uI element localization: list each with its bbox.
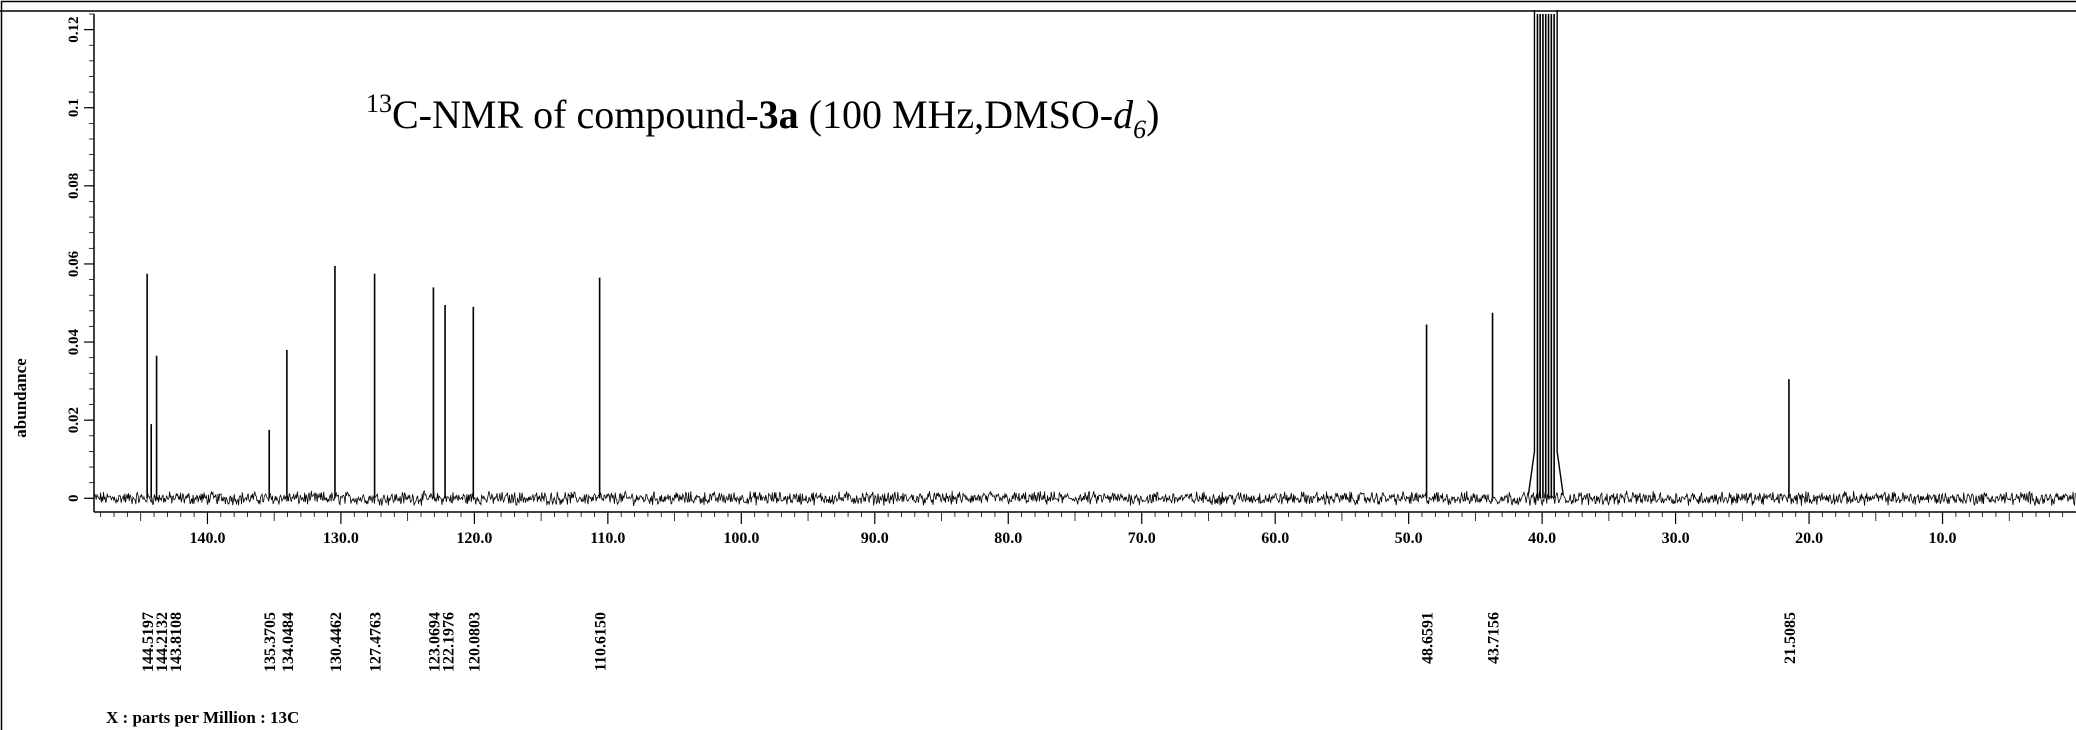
peak-label: 134.0484: [280, 612, 297, 672]
peak-label: 144.2132: [154, 612, 171, 672]
baseline-noise: [93, 490, 2076, 507]
x-tick-label: 90.0: [861, 530, 889, 547]
x-tick-label: 30.0: [1662, 530, 1690, 547]
chart-title: 13C-NMR of compound-3a (100 MHz,DMSO-d6): [366, 89, 1159, 144]
x-tick-label: 60.0: [1261, 530, 1289, 547]
y-tick-label: 0.1: [66, 98, 82, 117]
peak-label: 127.4763: [368, 612, 385, 672]
title-superscript: 13: [366, 89, 392, 118]
title-text-3: ): [1146, 92, 1159, 137]
peak-label: 21.5085: [1782, 612, 1799, 664]
title-compound: 3a: [759, 92, 799, 137]
peak-label: 120.0803: [466, 612, 483, 672]
y-tick-label: 0.12: [66, 16, 82, 42]
y-tick-label: 0.06: [66, 250, 82, 277]
y-tick-label: 0.02: [66, 407, 82, 433]
title-italic: d: [1113, 92, 1134, 137]
x-tick-label: 40.0: [1528, 530, 1556, 547]
x-tick-label: 20.0: [1795, 530, 1823, 547]
x-tick-label: 140.0: [189, 530, 225, 547]
peak-label: 143.8108: [168, 612, 185, 672]
title-text-2: (100 MHz,DMSO-: [799, 92, 1113, 137]
y-tick-label: 0: [66, 495, 82, 503]
peak-label: 110.6150: [593, 612, 610, 671]
peak-label: 48.6591: [1420, 612, 1437, 664]
spectrum-trace: [93, 10, 2076, 507]
peak-label: 122.1976: [440, 612, 457, 672]
x-axis-label: X : parts per Million : 13C: [106, 708, 299, 727]
peak-label: 144.5197: [140, 612, 157, 672]
peak-label: 123.0694: [426, 612, 443, 672]
peak-label: 135.3705: [262, 612, 279, 672]
x-tick-label: 120.0: [456, 530, 492, 547]
x-tick-label: 130.0: [323, 530, 359, 547]
title-subscript: 6: [1133, 115, 1146, 144]
x-tick-label: 10.0: [1929, 530, 1957, 547]
solvent-envelope: [1527, 10, 1564, 495]
x-tick-label: 100.0: [723, 530, 759, 547]
x-tick-label: 50.0: [1395, 530, 1423, 547]
title-text-1: C-NMR of compound-: [392, 92, 759, 137]
y-tick-label: 0.08: [66, 173, 82, 199]
peak-label: 43.7156: [1486, 612, 1503, 664]
x-tick-label: 70.0: [1128, 530, 1156, 547]
x-tick-label: 110.0: [590, 530, 625, 547]
y-axis-label: abundance: [11, 358, 30, 438]
x-tick-label: 80.0: [994, 530, 1022, 547]
peak-label: 130.4462: [328, 612, 345, 672]
y-tick-label: 0.04: [66, 328, 82, 355]
axes: 0 0.02 0.04 0.06 0.08 0.1 0.12 140.0 130.0 120.0 1…: [66, 13, 2076, 547]
